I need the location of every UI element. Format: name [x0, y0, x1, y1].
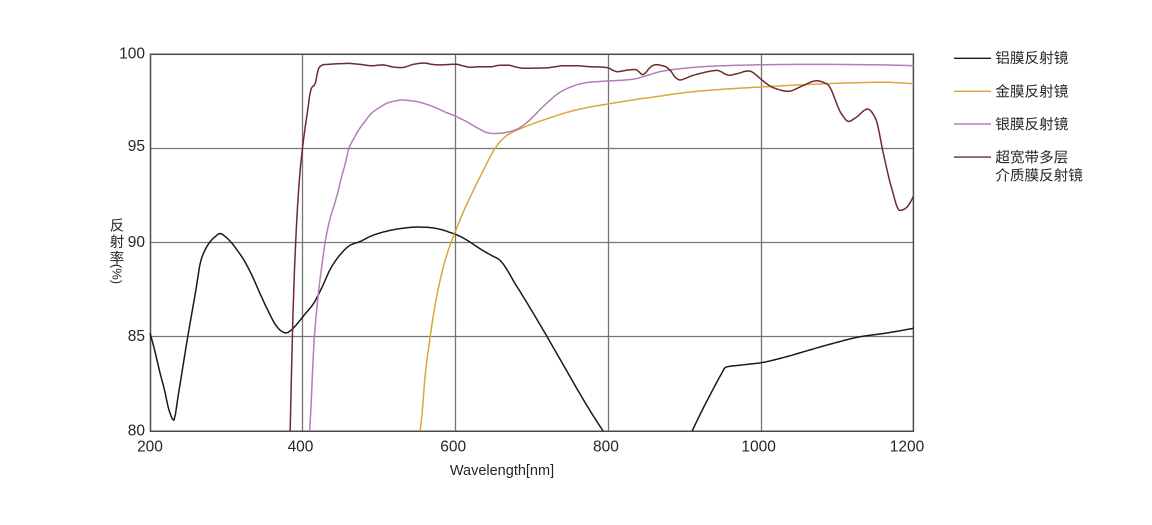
- svg-text:400: 400: [288, 439, 314, 456]
- svg-text:80: 80: [128, 422, 146, 439]
- svg-text:90: 90: [128, 234, 146, 251]
- svg-text:200: 200: [137, 439, 163, 456]
- svg-text:85: 85: [128, 328, 145, 345]
- svg-text:Wavelength[nm]: Wavelength[nm]: [450, 463, 554, 479]
- svg-text:800: 800: [593, 439, 619, 456]
- svg-text:(%): (%): [110, 264, 125, 284]
- svg-text:1200: 1200: [890, 439, 925, 456]
- svg-text:95: 95: [128, 138, 145, 155]
- svg-text:600: 600: [440, 439, 466, 456]
- svg-text:1000: 1000: [741, 439, 776, 456]
- svg-text:100: 100: [119, 45, 145, 62]
